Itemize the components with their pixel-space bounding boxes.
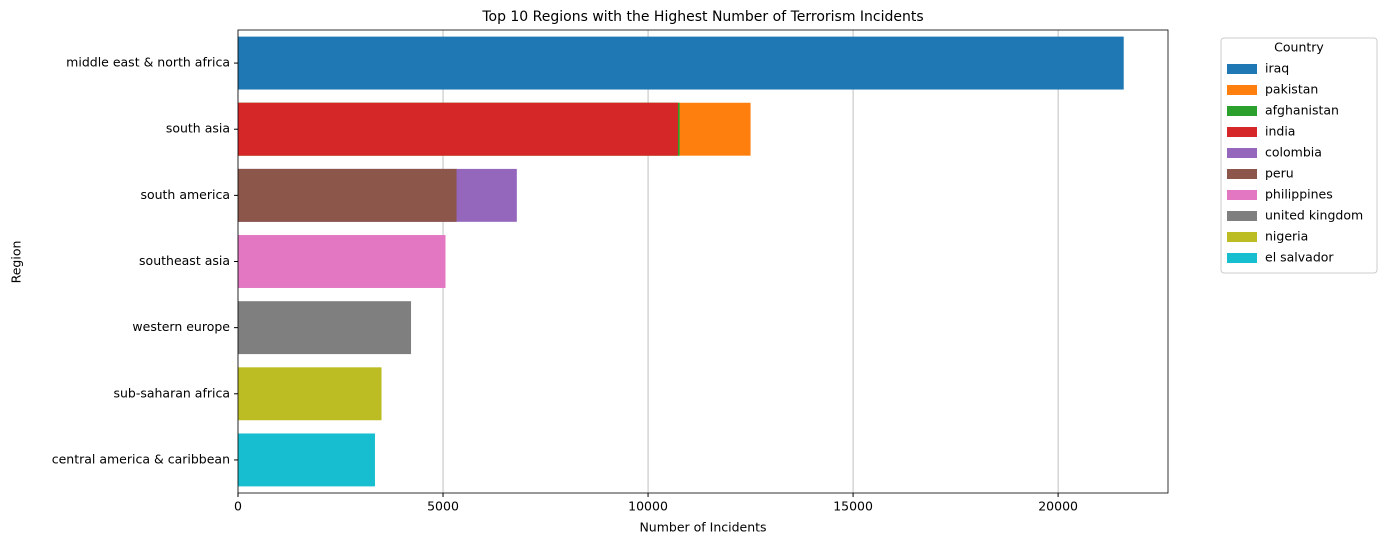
bars xyxy=(238,36,1124,487)
x-tick-label: 20000 xyxy=(1038,499,1078,514)
legend-title: Country xyxy=(1274,40,1324,55)
legend-label: el salvador xyxy=(1265,250,1334,265)
legend-label: peru xyxy=(1265,166,1294,181)
legend-swatch xyxy=(1227,64,1257,74)
bar xyxy=(238,168,457,222)
legend-swatch xyxy=(1227,127,1257,137)
legend-swatch xyxy=(1227,211,1257,221)
y-tick-label: sub-saharan africa xyxy=(113,385,230,400)
x-tick-label: 0 xyxy=(234,499,242,514)
bar xyxy=(238,235,446,288)
x-axis-label: Number of Incidents xyxy=(639,520,766,535)
legend-label: colombia xyxy=(1265,145,1322,160)
y-tick-label: central america & caribbean xyxy=(52,451,230,466)
legend-label: india xyxy=(1265,124,1295,139)
legend-label: pakistan xyxy=(1265,82,1318,97)
x-tick-label: 10000 xyxy=(628,499,668,514)
chart-title: Top 10 Regions with the Highest Number o… xyxy=(481,9,923,25)
x-tick-label: 15000 xyxy=(833,499,873,514)
y-axis-label: Region xyxy=(9,241,24,284)
bar xyxy=(238,301,412,355)
bar xyxy=(238,367,382,421)
bar xyxy=(238,102,678,156)
y-tick-label: middle east & north africa xyxy=(66,55,230,70)
legend-swatch xyxy=(1227,148,1257,158)
legend-swatch xyxy=(1227,106,1257,116)
legend-swatch xyxy=(1227,190,1257,200)
bar xyxy=(238,433,375,487)
legend-label: nigeria xyxy=(1265,229,1308,244)
y-tick-label: south america xyxy=(140,187,230,202)
legend-label: afghanistan xyxy=(1265,103,1339,118)
y-tick-label: western europe xyxy=(132,319,230,334)
legend-swatch xyxy=(1227,253,1257,263)
legend-box xyxy=(1220,37,1378,274)
legend: iraq pakistan afghanistan india colombia peru… xyxy=(1227,61,1363,265)
legend-label: united kingdom xyxy=(1265,208,1363,223)
bar xyxy=(238,36,1124,90)
legend-swatch xyxy=(1227,169,1257,179)
legend-label: iraq xyxy=(1265,61,1289,76)
legend-swatch xyxy=(1227,232,1257,242)
legend-label: philippines xyxy=(1265,187,1333,202)
legend-swatch xyxy=(1227,85,1257,95)
x-tick-label: 5000 xyxy=(427,499,459,514)
y-tick-label: southeast asia xyxy=(139,253,230,268)
y-tick-label: south asia xyxy=(166,121,230,136)
